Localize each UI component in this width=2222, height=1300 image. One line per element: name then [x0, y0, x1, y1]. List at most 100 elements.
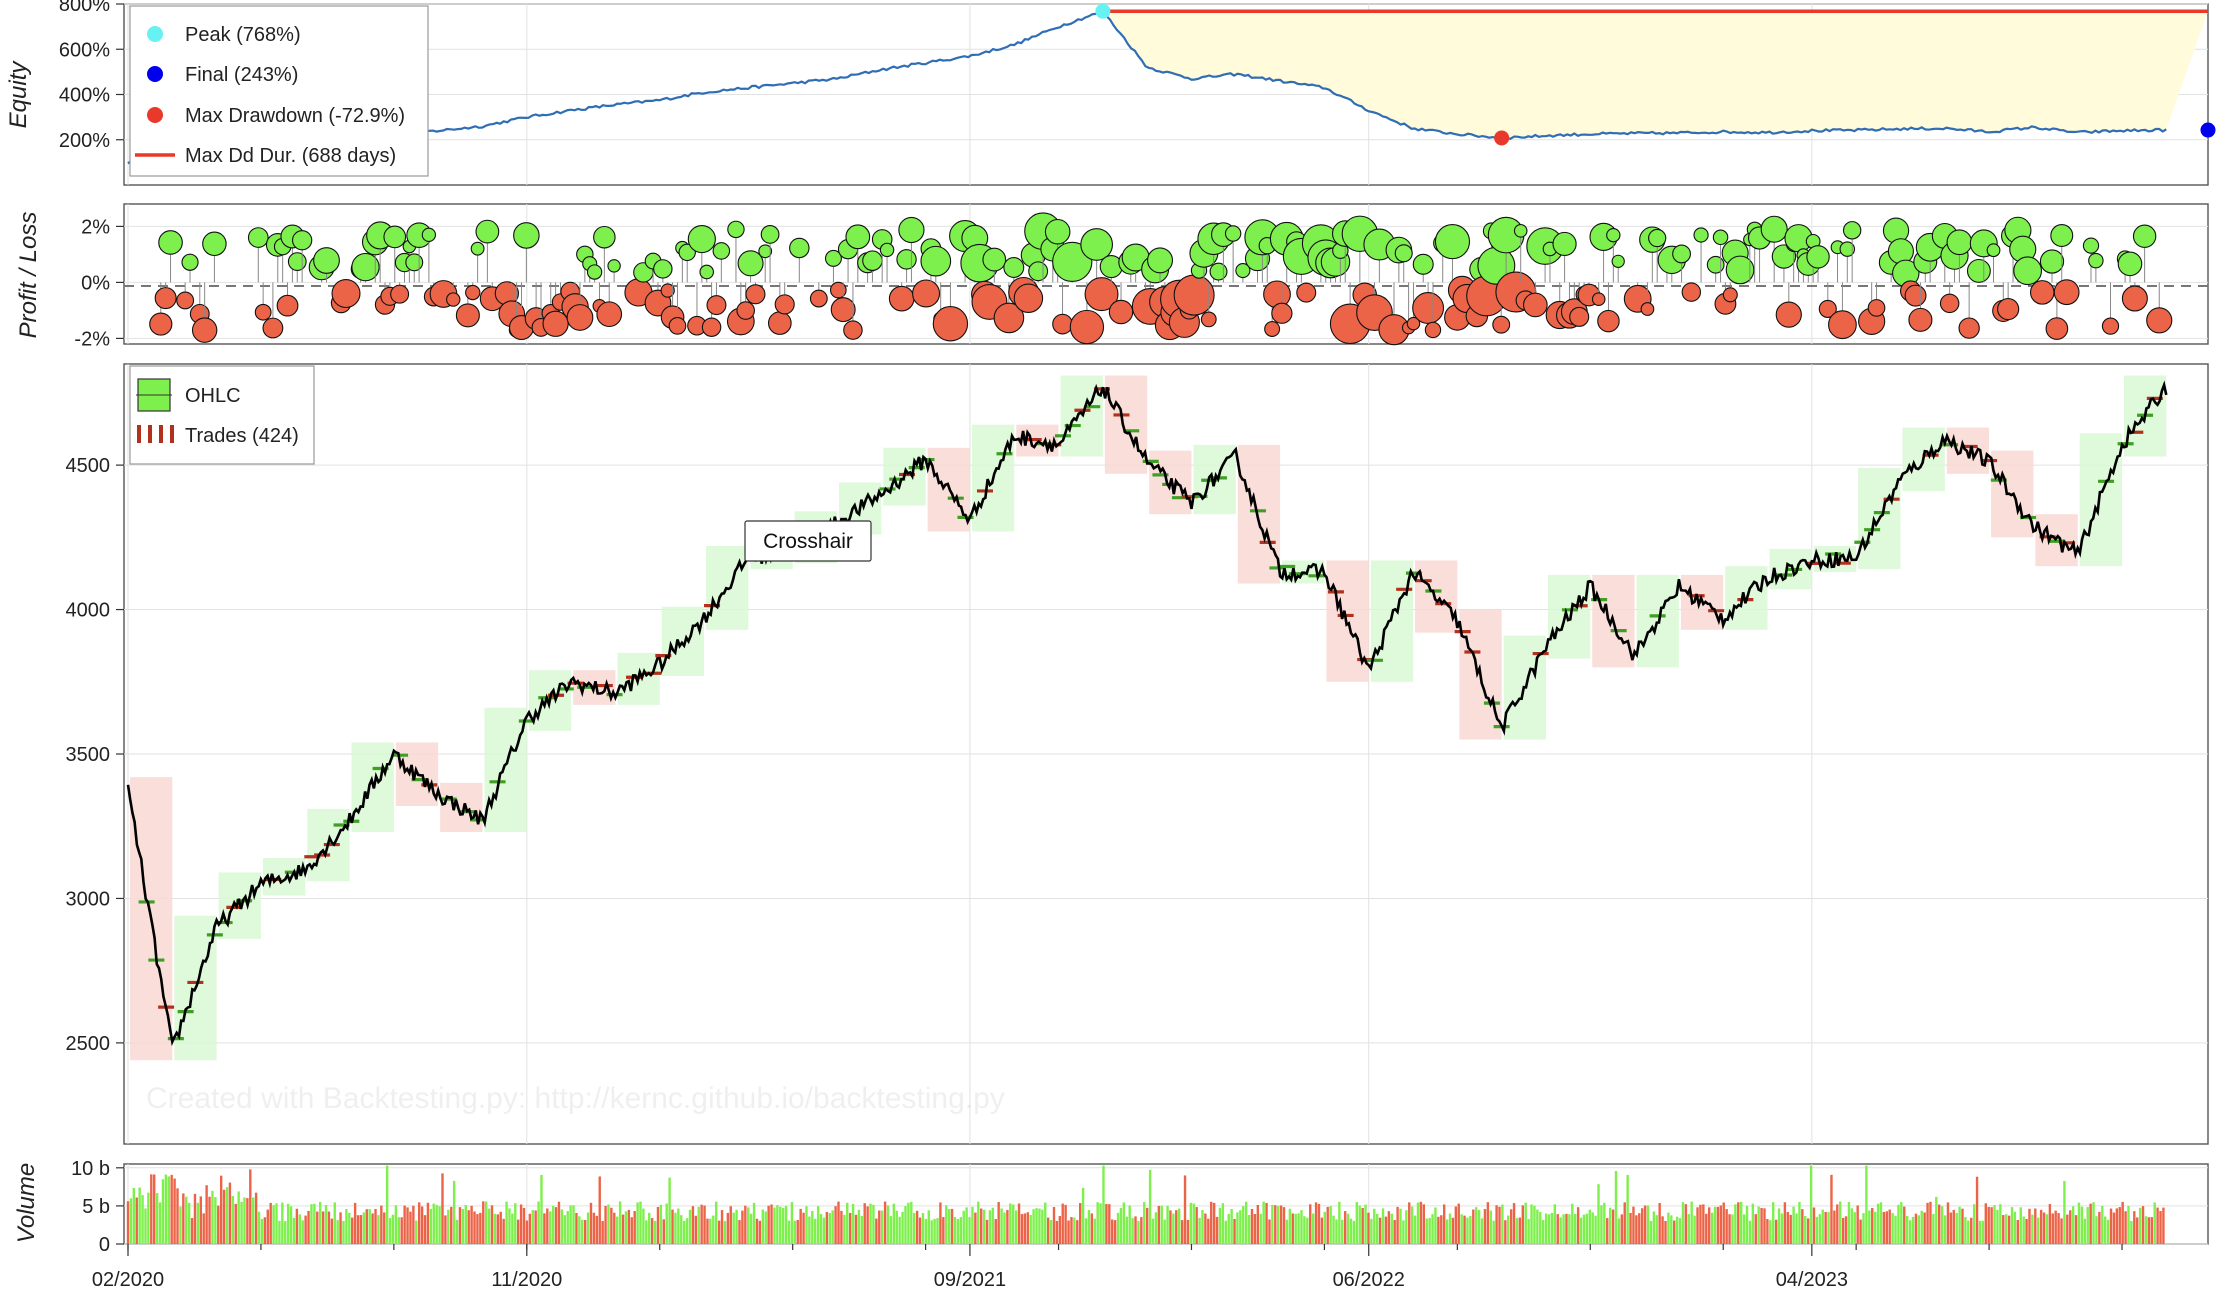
volume-bar — [1405, 1210, 1408, 1244]
volume-bar — [537, 1201, 540, 1244]
legend-ohlc: OHLC — [185, 385, 241, 407]
loss-marker — [390, 284, 410, 304]
volume-bar — [1972, 1204, 1976, 1244]
volume-bar — [499, 1211, 502, 1244]
x-tick-label: 06/2022 — [1333, 1269, 1405, 1291]
profit-marker — [1986, 243, 2001, 258]
profit-marker — [287, 252, 307, 271]
volume-bar — [1926, 1202, 1929, 1244]
crosshair-tooltip[interactable]: Crosshair — [744, 520, 872, 562]
volume-bar — [1655, 1215, 1658, 1244]
volume-bar — [618, 1201, 622, 1244]
volume-bar — [438, 1206, 441, 1244]
volume-bar — [787, 1220, 791, 1244]
volume-bar — [1332, 1215, 1335, 1244]
watermark: Created with Backtesting.py: http://kern… — [146, 1082, 1005, 1115]
volume-bar — [1489, 1210, 1492, 1244]
volume-bar — [1477, 1209, 1481, 1244]
volume-bar — [383, 1212, 386, 1244]
volume-bar — [1638, 1213, 1641, 1244]
profit-marker — [383, 225, 407, 249]
volume-bar — [1044, 1202, 1047, 1244]
volume-bar — [199, 1196, 202, 1244]
volume-bar — [1230, 1209, 1233, 1244]
volume-bar — [1556, 1214, 1559, 1244]
loss-marker — [993, 302, 1025, 334]
volume-bar — [313, 1203, 316, 1244]
volume-bar — [2124, 1211, 2127, 1244]
max-drawdown-marker — [1494, 130, 1510, 146]
volume-bar — [1856, 1205, 1859, 1244]
volume-bar — [953, 1217, 957, 1244]
volume-bar — [1020, 1214, 1024, 1244]
volume-bar — [490, 1205, 494, 1244]
volume-bar — [484, 1201, 488, 1244]
loss-marker — [1264, 320, 1281, 337]
volume-bar — [988, 1210, 992, 1244]
volume-bar — [409, 1211, 412, 1244]
monthly-band — [440, 782, 483, 832]
volume-bar — [1716, 1206, 1720, 1244]
volume-bar — [1914, 1213, 1918, 1244]
profit-marker — [470, 241, 485, 256]
volume-bar — [1524, 1202, 1527, 1244]
profit-marker — [758, 244, 773, 259]
volume-bar — [1151, 1218, 1155, 1244]
volume-bar — [1940, 1206, 1944, 1244]
volume-bar — [1853, 1212, 1856, 1244]
profit-marker — [1028, 261, 1049, 282]
volume-bar — [735, 1209, 738, 1244]
volume-bar — [945, 1205, 948, 1244]
loss-marker — [1200, 311, 1217, 328]
volume-bar — [1795, 1213, 1798, 1244]
loss-marker — [767, 311, 792, 335]
volume-bar — [385, 1165, 389, 1244]
volume-bar — [898, 1216, 901, 1244]
volume-bar — [1212, 1202, 1216, 1244]
volume-bar — [452, 1180, 456, 1244]
volume-bar — [531, 1210, 534, 1244]
volume-bar — [1635, 1215, 1638, 1244]
volume-bar — [1239, 1210, 1242, 1244]
volume-bar — [1504, 1220, 1507, 1244]
loss-marker — [262, 317, 284, 339]
volume-bar — [292, 1217, 296, 1244]
volume-bar — [755, 1218, 759, 1244]
volume-bar — [2071, 1206, 2075, 1244]
volume-bar — [1343, 1211, 1347, 1244]
volume-bar — [1259, 1213, 1262, 1244]
volume-bar — [2051, 1213, 2054, 1244]
loss-marker — [455, 303, 480, 328]
volume-bar — [1009, 1203, 1012, 1244]
volume-bar — [464, 1205, 467, 1244]
volume-bar — [1769, 1220, 1772, 1244]
volume-bar — [2060, 1218, 2063, 1244]
volume-bar — [694, 1215, 698, 1244]
volume-bar — [1148, 1169, 1152, 1244]
volume-bar — [1917, 1215, 1921, 1244]
volume-bar — [1081, 1187, 1085, 1244]
volume-bar — [351, 1217, 354, 1244]
volume-bar — [1341, 1219, 1344, 1244]
volume-bar — [1929, 1201, 1932, 1244]
volume-bar — [1099, 1203, 1102, 1244]
volume-bar — [1492, 1220, 1495, 1244]
volume-bar — [2080, 1206, 2084, 1244]
volume-bar — [1673, 1220, 1676, 1244]
volume-bar — [1501, 1204, 1504, 1244]
volume-bar — [583, 1219, 587, 1244]
volume-bar — [263, 1217, 267, 1244]
volume-bar — [642, 1208, 645, 1244]
volume-bar — [942, 1217, 945, 1244]
volume-bar — [1180, 1220, 1184, 1244]
volume-bar — [1792, 1206, 1795, 1244]
volume-bar — [1652, 1211, 1656, 1244]
volume-bar — [161, 1179, 165, 1244]
volume-bar — [429, 1208, 433, 1244]
volume-bar — [374, 1208, 377, 1244]
volume-bar — [930, 1220, 933, 1244]
volume-bar — [1847, 1202, 1851, 1244]
volume-bar — [1836, 1204, 1839, 1244]
volume-bar — [362, 1212, 366, 1244]
